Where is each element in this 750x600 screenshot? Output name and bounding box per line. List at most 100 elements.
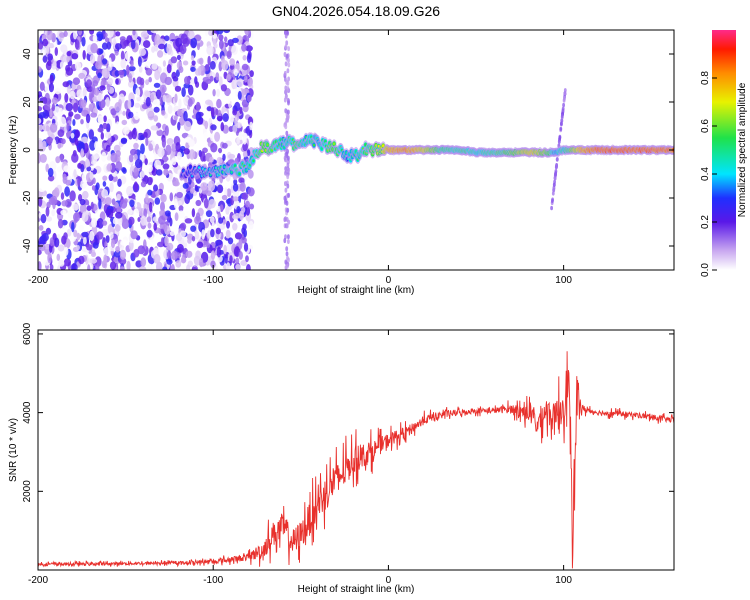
noise-blob — [234, 101, 241, 112]
noise-blob — [229, 255, 233, 263]
noise-blob — [68, 111, 74, 117]
noise-blob — [123, 198, 128, 204]
noise-blob — [139, 170, 145, 178]
spectrogram-ytick-label: 0 — [22, 147, 33, 153]
noise-blob — [216, 205, 221, 212]
stripe-blob — [283, 70, 287, 76]
noise-blob — [245, 45, 253, 52]
noise-blob — [127, 99, 132, 110]
noise-blob — [147, 176, 153, 186]
noise-blob — [234, 212, 241, 219]
noise-blob — [210, 260, 216, 269]
noise-blob — [232, 124, 238, 133]
noise-blob — [86, 244, 93, 251]
noise-blob — [162, 163, 170, 170]
noise-blob — [107, 77, 114, 85]
noise-blob — [220, 84, 227, 92]
noise-blob — [120, 50, 125, 61]
noise-blob — [57, 218, 64, 229]
spurious-blob — [554, 172, 557, 177]
noise-blob — [140, 181, 147, 188]
noise-blob — [66, 228, 72, 237]
noise-blob — [145, 192, 149, 204]
noise-blob — [180, 257, 187, 264]
stripe-blob — [284, 94, 288, 100]
noise-blob — [38, 118, 42, 124]
noise-blob — [210, 250, 216, 260]
noise-blob — [235, 122, 243, 129]
noise-blob — [63, 246, 69, 256]
noise-blob — [204, 63, 210, 72]
stripe-blob — [286, 174, 290, 180]
noise-blob — [85, 113, 91, 124]
chart-title: GN04.2026.054.18.09.G26 — [272, 3, 440, 19]
noise-blob — [161, 137, 166, 148]
noise-blob — [174, 212, 179, 222]
stripe-blob — [284, 108, 288, 114]
noise-blob — [145, 96, 151, 107]
noise-blob — [193, 255, 201, 266]
noise-blob — [171, 157, 177, 166]
noise-blob — [92, 80, 99, 87]
noise-blob — [166, 64, 172, 74]
noise-blob — [235, 257, 240, 265]
stripe-blob — [284, 234, 287, 240]
ridge-core — [182, 169, 185, 173]
noise-blob — [178, 66, 184, 73]
noise-blob — [241, 43, 247, 52]
noise-blob — [102, 122, 108, 130]
noise-blob — [56, 253, 61, 261]
noise-blob — [104, 37, 110, 43]
noise-blob — [195, 111, 202, 122]
noise-blob — [165, 210, 171, 217]
colorbar: 0.0 0.2 0.4 0.6 0.8 Normalized spectral ampl… — [700, 30, 748, 277]
colorbar-ticks: 0.0 0.2 0.4 0.6 0.8 — [700, 71, 717, 277]
noise-blob — [236, 137, 241, 146]
colorbar-tick-label: 0.2 — [700, 215, 711, 229]
noise-blob — [182, 60, 189, 66]
spurious-blob — [558, 135, 562, 140]
noise-blob — [50, 195, 58, 205]
ridge-core — [320, 147, 323, 151]
ridge-core — [382, 144, 385, 148]
stripe-blob — [287, 219, 291, 225]
noise-blob — [164, 35, 170, 42]
colorbar-label: Normalized spectral amplitude — [737, 82, 748, 217]
noise-blob — [157, 50, 164, 58]
noise-blob — [63, 165, 71, 173]
noise-blob — [95, 263, 100, 270]
noise-blob — [92, 177, 96, 185]
noise-blob — [74, 39, 80, 50]
noise-blob — [45, 227, 52, 235]
noise-blob — [242, 151, 248, 158]
noise-blob — [210, 132, 214, 142]
noise-blob — [144, 60, 151, 68]
noise-blob — [63, 232, 68, 241]
stripe-blob — [286, 183, 290, 189]
noise-blob — [39, 153, 47, 163]
noise-blob — [58, 259, 65, 267]
noise-blob — [180, 33, 188, 45]
noise-blob — [215, 72, 220, 81]
noise-blob — [184, 76, 190, 85]
noise-blob — [135, 87, 141, 98]
noise-blob — [57, 142, 62, 149]
noise-blob — [89, 258, 98, 264]
stripe-blob — [287, 234, 290, 240]
noise-blob — [74, 137, 79, 146]
noise-blob — [108, 174, 114, 182]
stripe-blob — [284, 170, 287, 176]
noise-blob — [166, 259, 173, 265]
noise-blob — [200, 151, 206, 162]
noise-blob — [130, 230, 138, 240]
noise-blob — [152, 216, 158, 222]
stripe-blob — [284, 61, 288, 67]
noise-blob — [56, 166, 63, 173]
noise-blob — [190, 55, 195, 61]
noise-blob — [91, 217, 98, 228]
noise-blob — [112, 218, 117, 225]
noise-blob — [78, 255, 85, 265]
stripe-blob — [287, 62, 291, 68]
noise-blob — [201, 229, 206, 240]
